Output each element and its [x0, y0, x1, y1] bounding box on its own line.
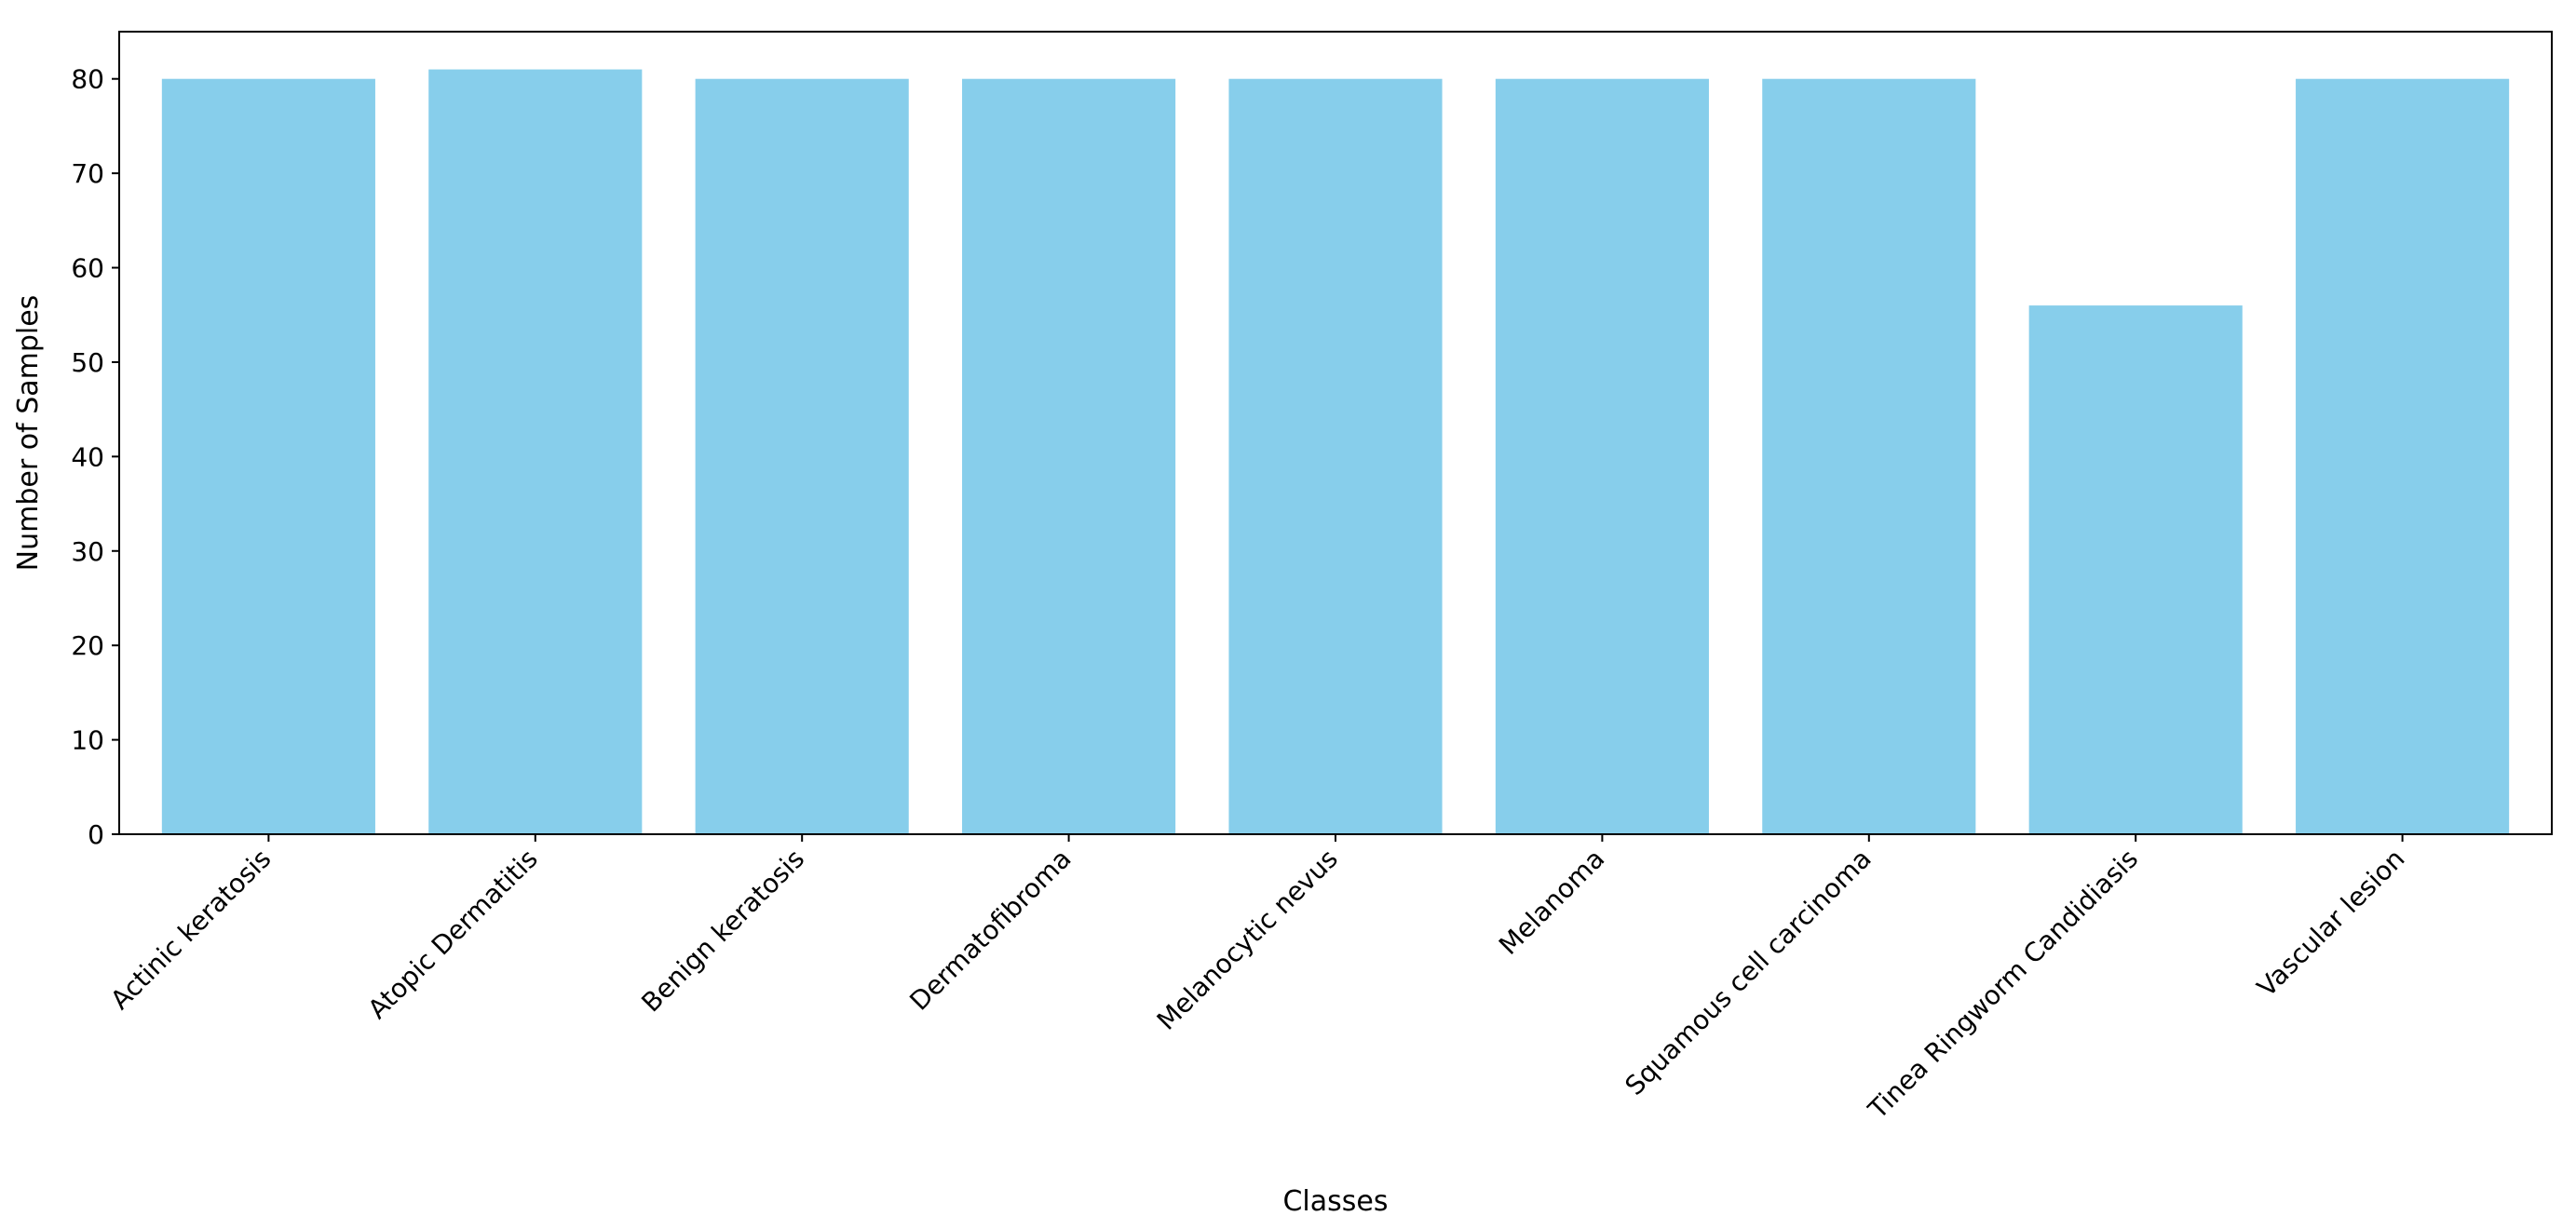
y-tick-label: 30: [71, 536, 104, 567]
y-tick-label: 60: [71, 253, 104, 284]
y-tick-label: 0: [88, 819, 104, 850]
bar-1: [161, 78, 375, 835]
y-tick-label: 70: [71, 158, 104, 189]
x-axis-title: Classes: [1282, 1185, 1388, 1218]
bar-7: [1762, 78, 1976, 835]
plot-frame: [118, 31, 2553, 835]
bar-6: [1495, 78, 1709, 835]
y-axis-title: Number of Samples: [12, 295, 45, 572]
y-tick-label: 40: [71, 441, 104, 472]
bar-8: [2028, 305, 2243, 834]
y-tick-label: 20: [71, 630, 104, 661]
y-tick-label: 10: [71, 725, 104, 756]
bar-4: [962, 78, 1176, 835]
y-axis-ticks: 0 10 20 30 40 50 60 70 80: [71, 64, 119, 850]
bar-3: [695, 78, 909, 835]
bar-2: [428, 69, 643, 835]
y-tick-label: 50: [71, 347, 104, 378]
bar-9: [2296, 78, 2510, 835]
bars-layer: [161, 69, 2510, 835]
y-tick-label: 80: [71, 64, 104, 95]
bar-5: [1228, 78, 1443, 835]
